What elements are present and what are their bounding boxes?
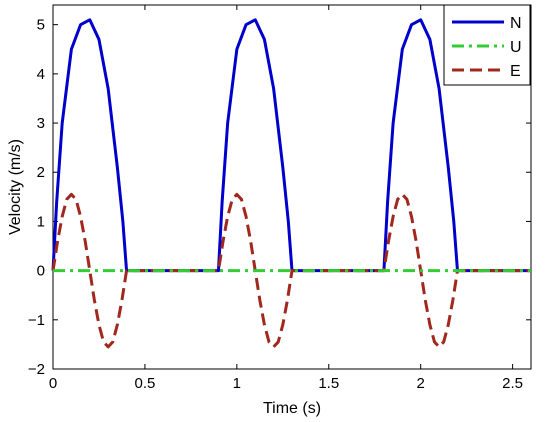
legend: NUE xyxy=(443,4,531,86)
y-tick-label: −1 xyxy=(28,312,45,329)
x-tick-label: 1.5 xyxy=(318,375,339,392)
x-tick-label: 0.5 xyxy=(134,375,155,392)
y-tick-label: 1 xyxy=(37,213,45,230)
y-axis-label: Velocity (m/s) xyxy=(7,139,24,235)
x-tick-label: 2.5 xyxy=(502,375,523,392)
y-tick-label: 5 xyxy=(37,17,45,34)
series-line-n xyxy=(51,18,531,273)
y-tick-label: 4 xyxy=(37,66,45,83)
series-layer xyxy=(51,18,531,349)
y-tick-label: 2 xyxy=(37,164,45,181)
x-axis-label: Time (s) xyxy=(263,400,321,417)
legend-label-u: U xyxy=(510,39,522,56)
legend-label-e: E xyxy=(510,63,521,80)
x-tick-label: 0 xyxy=(49,375,57,392)
y-tick-label: 0 xyxy=(37,263,45,280)
y-tick-label: −2 xyxy=(28,361,45,378)
x-tick-label: 1 xyxy=(233,375,241,392)
x-tick-label: 2 xyxy=(417,375,425,392)
legend-label-n: N xyxy=(510,15,522,32)
y-tick-label: 3 xyxy=(37,115,45,132)
series-line-e xyxy=(51,192,531,349)
